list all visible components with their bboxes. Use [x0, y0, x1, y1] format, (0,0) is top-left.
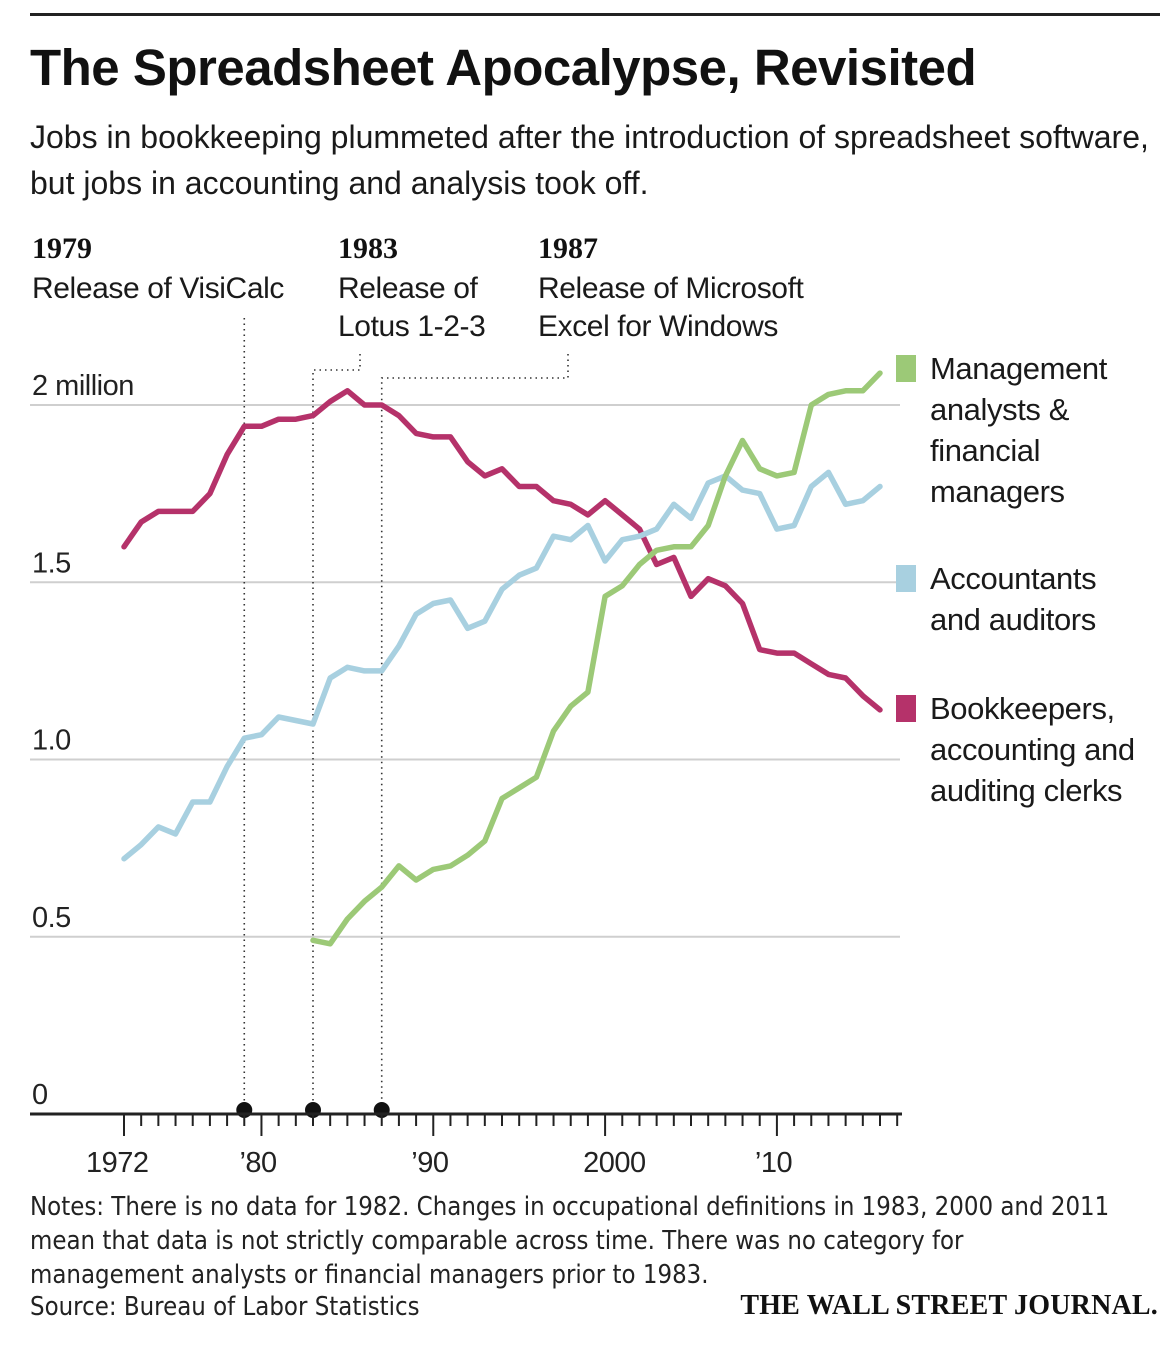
chart-subtitle: Jobs in bookkeeping plummeted after the … — [30, 119, 1149, 201]
annotation-text: Release of VisiCalc — [32, 272, 284, 305]
annotation-leader — [312, 354, 361, 1108]
x-tick-label: ’80 — [239, 1147, 276, 1179]
x-tick-label: 2000 — [583, 1147, 646, 1179]
y-tick-label: 1.5 — [32, 547, 71, 579]
notes-line: mean that data is not strictly comparabl… — [30, 1226, 964, 1256]
x-tick-label: 1972 — [86, 1147, 149, 1179]
x-tick-label: ’90 — [411, 1147, 448, 1179]
legend-swatch — [896, 695, 916, 722]
legend-swatch — [896, 355, 916, 382]
series-lines — [121, 370, 883, 947]
legend-label: and auditors — [930, 602, 1096, 637]
notes-line: Notes: There is no data for 1982. Change… — [30, 1192, 1110, 1222]
notes: Notes: There is no data for 1982. Change… — [30, 1190, 1110, 1292]
legend-label: auditing clerks — [930, 773, 1122, 808]
y-tick-label: 0 — [32, 1079, 48, 1111]
top-rule — [30, 13, 1160, 16]
series-line — [121, 469, 883, 862]
annotation-leader — [380, 354, 569, 1108]
legend: Management analysts & financial managers Acc… — [896, 351, 1135, 808]
y-tick-label: 2 million — [32, 370, 134, 402]
notes-line: management analysts or financial manager… — [30, 1260, 709, 1290]
legend-label: financial — [930, 433, 1040, 468]
x-axis: 1972 ’80 ’90 2000 ’10 — [30, 1112, 902, 1179]
publisher-logo: THE WALL STREET JOURNAL. — [740, 1290, 1158, 1321]
legend-swatch — [896, 565, 916, 592]
source-note: Source: Bureau of Labor Statistics — [30, 1292, 420, 1322]
annotation-text: Lotus 1-2-3 — [338, 310, 485, 343]
annotation-year: 1987 — [538, 232, 598, 265]
legend-label: Management — [930, 351, 1108, 386]
annotation-text: Excel for Windows — [538, 310, 778, 343]
series-line — [310, 370, 883, 947]
y-tick-label: 0.5 — [32, 902, 71, 934]
annotation-year: 1979 — [32, 232, 92, 265]
legend-label: accounting and — [930, 732, 1135, 767]
annotation-year: 1983 — [338, 232, 398, 265]
legend-label: managers — [930, 474, 1065, 509]
x-tick-label: ’10 — [755, 1147, 792, 1179]
series-line — [121, 388, 883, 713]
grid-lines — [30, 404, 900, 938]
y-tick-label: 1.0 — [32, 725, 71, 757]
legend-label: Bookkeepers, — [930, 691, 1115, 726]
release-annotations: 1979 Release of VisiCalc 1983 Release of Lot… — [32, 232, 805, 1118]
annotation-text: Release of — [338, 272, 478, 305]
chart-title: The Spreadsheet Apocalypse, Revisited — [30, 39, 977, 96]
legend-label: analysts & — [930, 392, 1070, 427]
y-tick-labels: 2 million 1.5 1.0 0.5 0 — [32, 370, 134, 1111]
legend-label: Accountants — [930, 561, 1096, 596]
annotation-text: Release of Microsoft — [538, 272, 805, 305]
